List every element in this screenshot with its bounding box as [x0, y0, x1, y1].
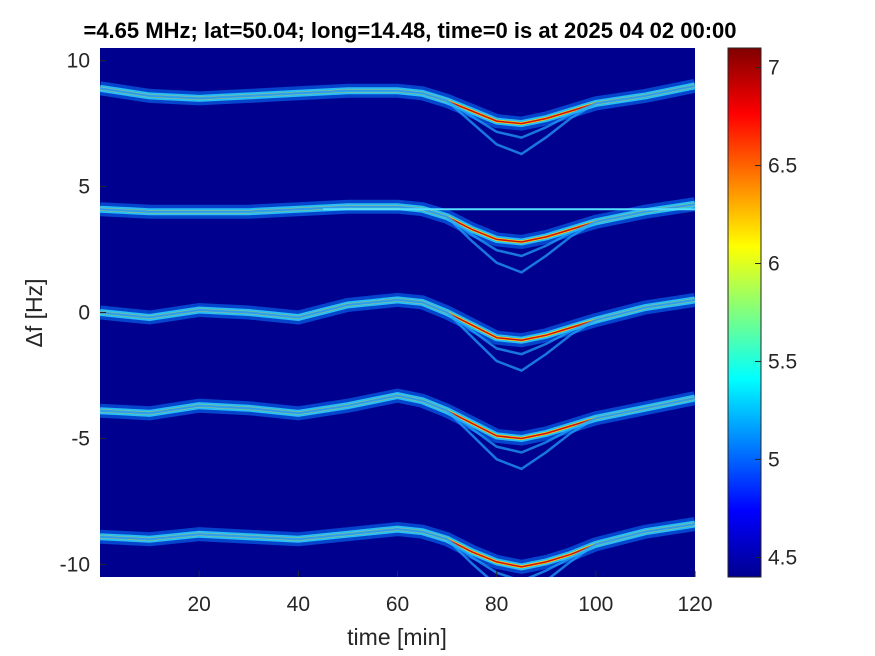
- colorbar: [727, 47, 762, 578]
- secondary-trace: [100, 202, 695, 274]
- colorbar-tick-label: 6: [768, 253, 780, 276]
- y-axis: 10 5 0 -5 -10: [60, 50, 106, 576]
- x-axis: 20 40 60 80 100 120: [187, 571, 713, 616]
- colorbar-tick-label: 7: [768, 57, 780, 80]
- x-axis-label: time [min]: [347, 624, 447, 650]
- x-tick-label: 100: [578, 593, 613, 616]
- x-tick-label: 40: [287, 593, 310, 616]
- colorbar-ticks: 7 6.5 6 5.5 5 4.5: [755, 57, 797, 569]
- secondary-trace: [100, 298, 695, 372]
- x-tick-label: 120: [677, 593, 712, 616]
- colorbar-tick-label: 4.5: [768, 546, 797, 569]
- x-tick-label: 60: [386, 593, 409, 616]
- y-tick-label: -5: [71, 427, 90, 450]
- y-tick-label: 5: [78, 176, 90, 199]
- y-tick-label: -10: [60, 553, 90, 576]
- secondary-trace: [100, 522, 695, 577]
- colorbar-tick-label: 5.5: [768, 350, 797, 373]
- x-tick-label: 80: [485, 593, 508, 616]
- chart-title: =4.65 MHz; lat=50.04; long=14.48, time=0…: [83, 18, 736, 43]
- colorbar-tick-label: 6.5: [768, 155, 797, 178]
- secondary-trace: [100, 84, 695, 156]
- y-tick-label: 10: [67, 50, 90, 73]
- secondary-trace: [100, 394, 695, 471]
- y-tick-label: 0: [78, 302, 90, 325]
- x-tick-label: 20: [187, 593, 210, 616]
- colorbar-tick-label: 5: [768, 448, 780, 471]
- y-axis-label: Δf [Hz]: [21, 278, 47, 347]
- spectrogram-traces: [100, 78, 695, 577]
